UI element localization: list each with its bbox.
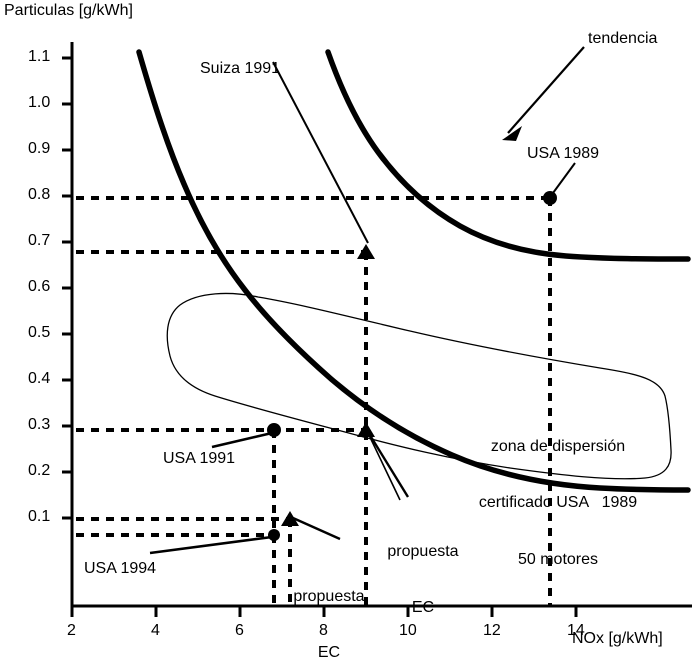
y-tick-label-10: 0.2: [28, 462, 51, 479]
guide-lines-vertical: [272, 198, 552, 606]
x-tick-label-7: 14: [567, 622, 585, 639]
annotation-ec-1993-line1: propuesta: [387, 542, 459, 560]
annotation-propuesta-ec-1993: propuesta EC 1993: [378, 505, 468, 658]
y-tick-label-2: 1.0: [28, 94, 51, 111]
y-tick-label-11: 0.1: [28, 508, 51, 525]
annotation-ec-1993-line3: 1993: [378, 656, 468, 658]
axis-lines: [70, 42, 692, 608]
y-tick-label-3: 0.9: [28, 140, 51, 157]
marker-usa-1994[interactable]: [268, 529, 280, 541]
annotation-zona-line3: 50 motores: [517, 551, 599, 568]
leader-usa-1991: [211, 431, 273, 449]
annotation-propuesta-ec-1996: propuesta EC 1996: [284, 550, 374, 658]
y-tick-label-9: 0.3: [28, 416, 51, 433]
leader-usa-1994: [149, 535, 273, 555]
annotation-tendencia: tendencia: [588, 30, 658, 47]
leader-usa-1989: [552, 162, 576, 194]
annotation-ec-1996-line2: EC: [317, 644, 341, 658]
annotation-zona-line1: zona de dispersión: [490, 437, 626, 455]
marker-usa-1989[interactable]: [543, 191, 557, 205]
y-tick-label-6: 0.6: [28, 278, 51, 295]
annotation-ec-1993-line2: EC: [411, 599, 435, 617]
y-axis-title: Particulas [g/kWh]: [4, 2, 133, 19]
annotation-usa-1994: USA 1994: [84, 560, 157, 577]
trend-curve-upper: [325, 49, 691, 262]
dispersion-zone-outline: [166, 292, 672, 480]
marker-propuesta-ec-1996[interactable]: [281, 511, 299, 526]
y-tick-label-5: 0.7: [28, 232, 51, 249]
leader-lines: [149, 46, 585, 555]
x-tick-label-3: 6: [235, 622, 244, 639]
y-axis-ticks: [62, 56, 72, 520]
guide-lines-horizontal: [76, 196, 550, 537]
y-tick-label-8: 0.4: [28, 370, 51, 387]
trend-curve-lower: [136, 49, 691, 493]
x-axis-title: NOx [g/kWh]: [572, 630, 663, 647]
x-tick-label-2: 4: [151, 622, 160, 639]
marker-suiza-1991[interactable]: [357, 244, 375, 259]
x-tick-label-6: 12: [483, 622, 501, 639]
y-tick-label-1: 1.1: [28, 48, 51, 65]
y-tick-label-4: 0.8: [28, 186, 51, 203]
x-tick-label-5: 10: [399, 622, 417, 639]
leader-suiza-1991: [272, 61, 369, 244]
x-tick-label-4: 8: [319, 622, 328, 639]
leader-ec-1996: [292, 516, 341, 541]
leader-tendencia: [507, 46, 585, 134]
annotation-usa-1991: USA 1991: [163, 450, 236, 467]
annotation-zona-line2: certificado USA 1989: [478, 494, 638, 512]
annotation-zona-dispersion: zona de dispersión certificado USA 1989 …: [458, 400, 658, 608]
leader-ec-1993: [366, 431, 410, 498]
x-axis-ticks: [70, 606, 578, 617]
annotation-usa-1989: USA 1989: [527, 145, 600, 162]
annotation-suiza-1991: Suiza 1991: [200, 60, 281, 77]
marker-propuesta-ec-1993[interactable]: [357, 422, 375, 437]
annotation-ec-1996-line1: propuesta: [293, 587, 365, 605]
y-tick-label-7: 0.5: [28, 324, 51, 341]
arrowhead-tendencia: [502, 126, 522, 141]
x-tick-label-1: 2: [67, 622, 76, 639]
